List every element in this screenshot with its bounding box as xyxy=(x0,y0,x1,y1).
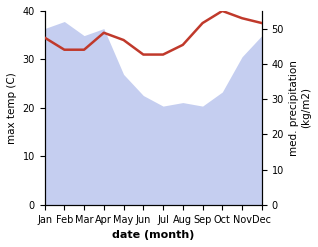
Y-axis label: med. precipitation
(kg/m2): med. precipitation (kg/m2) xyxy=(289,60,311,156)
X-axis label: date (month): date (month) xyxy=(112,230,194,240)
Y-axis label: max temp (C): max temp (C) xyxy=(7,72,17,144)
